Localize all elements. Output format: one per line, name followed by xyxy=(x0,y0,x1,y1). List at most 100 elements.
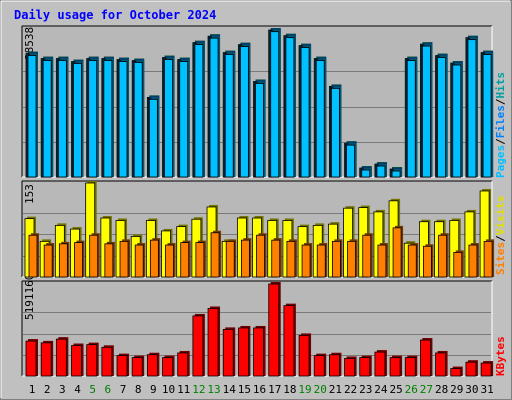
bar-sites-day-15-face xyxy=(240,239,250,278)
bar-kbytes-day-18 xyxy=(283,303,296,377)
bar-pages-day-22-face xyxy=(346,144,355,178)
bar-kbytes-day-30 xyxy=(465,360,478,377)
bar-pages-day-17 xyxy=(270,29,281,178)
x-label-day-1: 1 xyxy=(29,383,36,396)
svg-text:KBytes: KBytes xyxy=(494,336,507,376)
bar-pages-day-5 xyxy=(88,58,99,178)
bar-kbytes-day-15 xyxy=(237,325,251,377)
bar-pages-day-28 xyxy=(437,55,448,178)
bar-kbytes-day-19 xyxy=(298,333,312,377)
bar-sites-day-18 xyxy=(286,239,297,278)
y-axis-labels: 28538 153 5191160 xyxy=(23,27,36,320)
bar-sites-day-18-face xyxy=(286,240,296,278)
bar-sites-day-5-face xyxy=(89,234,99,278)
bar-sites-day-24-face xyxy=(377,244,387,278)
bar-pages-day-16 xyxy=(255,81,266,178)
x-label-day-27: 27 xyxy=(420,383,433,396)
bar-kbytes-day-29 xyxy=(450,366,463,377)
bar-kbytes-day-25 xyxy=(389,355,403,377)
bar-pages-day-13 xyxy=(209,36,221,178)
bar-sites-day-10-face xyxy=(165,244,174,278)
bar-kbytes-day-30-face xyxy=(465,361,477,377)
bar-sites-day-31-face xyxy=(483,240,493,278)
bar-sites-day-1 xyxy=(28,233,39,278)
bar-pages-day-24-face xyxy=(376,165,386,178)
bar-sites-day-17-face xyxy=(271,239,281,278)
x-label-day-15: 15 xyxy=(238,383,251,396)
bar-pages-day-19-face xyxy=(300,47,310,178)
x-label-day-8: 8 xyxy=(135,383,142,396)
bar-kbytes-day-22 xyxy=(344,356,357,377)
bar-sites-day-28 xyxy=(438,233,449,278)
bar-sites-day-15 xyxy=(240,238,252,278)
bar-sites-day-26 xyxy=(407,243,419,278)
bar-pages-day-12 xyxy=(194,42,205,178)
bar-sites-day-21-face xyxy=(331,240,341,278)
bar-kbytes-day-22-face xyxy=(344,358,355,377)
x-label-day-7: 7 xyxy=(120,383,127,396)
bar-sites-day-14 xyxy=(225,239,237,278)
bar-sites-day-8 xyxy=(134,243,146,278)
legend-top: Pages/Files/Hits xyxy=(494,72,507,178)
bar-pages-day-30 xyxy=(467,37,478,178)
bar-sites-day-31 xyxy=(483,239,495,278)
x-label-day-2: 2 xyxy=(44,383,51,396)
x-label-day-18: 18 xyxy=(283,383,296,396)
legend-sep-3: / xyxy=(494,235,507,242)
bar-pages-day-27 xyxy=(422,44,433,178)
bar-pages-day-27-face xyxy=(422,45,431,178)
bar-kbytes-day-9-face xyxy=(146,354,158,377)
bar-pages-day-10 xyxy=(164,57,175,178)
bar-kbytes-day-4 xyxy=(71,343,84,377)
bar-pages-day-9-face xyxy=(148,98,158,178)
bar-pages-day-2 xyxy=(42,58,54,178)
x-label-day-19: 19 xyxy=(298,383,311,396)
bar-pages-day-15 xyxy=(239,44,251,178)
bar-pages-day-29-face xyxy=(452,64,462,178)
bar-pages-day-4 xyxy=(73,61,84,178)
bar-kbytes-day-27-face xyxy=(420,339,431,377)
x-label-day-5: 5 xyxy=(89,383,96,396)
bar-kbytes-day-3 xyxy=(55,337,69,377)
bar-pages-day-6 xyxy=(103,58,114,178)
bar-kbytes-day-16-face xyxy=(253,327,264,377)
bar-sites-day-13 xyxy=(210,230,222,278)
bar-sites-day-4-face xyxy=(74,242,83,278)
bar-kbytes-day-11 xyxy=(177,350,190,377)
bar-pages-day-7 xyxy=(118,59,130,178)
bar-pages-day-1 xyxy=(27,53,38,178)
x-label-day-22: 22 xyxy=(344,383,357,396)
bar-sites-day-24 xyxy=(377,243,388,278)
bar-kbytes-day-10 xyxy=(162,355,175,377)
x-label-day-10: 10 xyxy=(162,383,175,396)
bar-kbytes-day-23-face xyxy=(359,357,371,377)
x-label-day-9: 9 xyxy=(150,383,157,396)
legend-hits: Hits xyxy=(494,72,507,99)
bar-pages-day-23 xyxy=(361,168,372,178)
legend-sites: Sites xyxy=(494,242,507,275)
bar-kbytes-day-14-face xyxy=(222,328,234,377)
bar-sites-day-19 xyxy=(301,243,313,278)
bar-sites-day-3-face xyxy=(58,243,68,278)
bar-kbytes-day-26 xyxy=(404,355,418,377)
bottom-panel-max-label: 5191160 xyxy=(23,274,36,320)
bar-sites-day-1-face xyxy=(28,234,38,278)
x-label-day-26: 26 xyxy=(405,383,418,396)
bar-pages-day-2-face xyxy=(42,60,52,178)
bar-pages-day-24 xyxy=(376,164,387,178)
legend-files: Files xyxy=(494,105,507,138)
x-label-day-3: 3 xyxy=(59,383,66,396)
bar-sites-day-6-face xyxy=(104,243,114,278)
bar-pages-day-18-face xyxy=(285,37,295,178)
bar-sites-day-9-face xyxy=(149,239,159,278)
bar-pages-day-9 xyxy=(148,97,160,178)
legend-sep-1: / xyxy=(494,138,507,145)
legend-sep-2: / xyxy=(494,98,507,105)
x-label-day-6: 6 xyxy=(105,383,112,396)
bar-sites-day-20 xyxy=(316,243,328,278)
bar-sites-day-8-face xyxy=(134,244,144,278)
bar-kbytes-day-21-face xyxy=(328,354,340,377)
x-label-day-30: 30 xyxy=(465,383,478,396)
bar-pages-day-3-face xyxy=(57,60,67,178)
bar-pages-day-20 xyxy=(315,58,327,178)
